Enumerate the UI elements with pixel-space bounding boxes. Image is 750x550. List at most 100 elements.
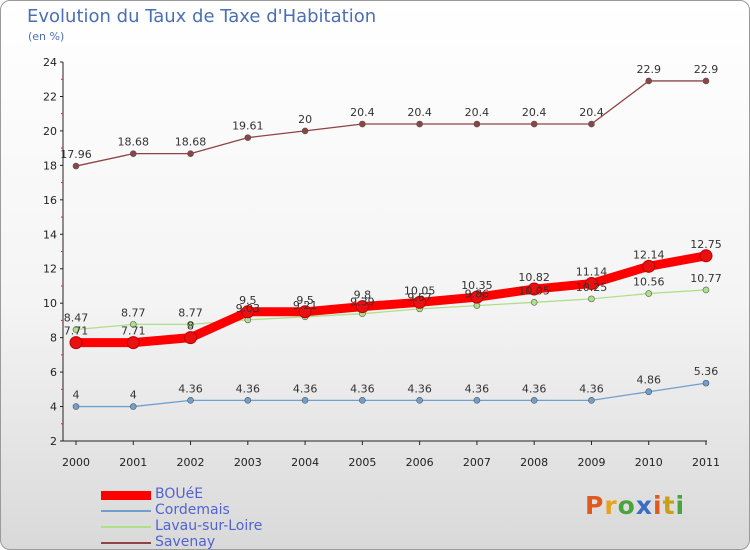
series-line-bou-e xyxy=(71,251,711,348)
y-tick-label: 6 xyxy=(50,366,57,379)
y-tick-label: 24 xyxy=(43,56,57,69)
data-point xyxy=(359,120,366,128)
data-point xyxy=(72,403,80,410)
data-point xyxy=(359,397,366,404)
chart-title: Evolution du Taux de Taxe d'Habitation xyxy=(27,6,377,27)
data-label: 20.4 xyxy=(522,106,547,119)
data-label: 4.36 xyxy=(407,382,432,395)
data-point xyxy=(244,397,252,404)
data-point xyxy=(473,397,481,404)
data-point xyxy=(702,379,710,387)
x-tick-label: 2002 xyxy=(177,456,205,469)
data-point xyxy=(473,120,481,128)
data-point xyxy=(702,286,710,294)
data-label: 10.56 xyxy=(633,276,665,289)
logo-letter: P xyxy=(585,491,605,520)
legend-swatch xyxy=(101,542,151,544)
data-point xyxy=(244,134,252,141)
data-label: 4.36 xyxy=(236,382,261,395)
data-label: 17.96 xyxy=(60,148,92,161)
legend-label: Cordemais xyxy=(155,502,230,518)
data-label: 8.47 xyxy=(64,312,89,325)
data-label: 10.25 xyxy=(576,281,608,294)
data-point xyxy=(645,290,653,297)
data-label: 20.4 xyxy=(350,106,375,119)
data-label: 9.21 xyxy=(293,299,318,312)
y-tick-label: 8 xyxy=(50,332,57,345)
data-label: 9.5 xyxy=(296,294,314,307)
data-point xyxy=(129,321,137,328)
data-label: 10.77 xyxy=(690,272,722,285)
data-point xyxy=(588,397,595,404)
data-label: 7.71 xyxy=(64,325,89,338)
logo-letter: i xyxy=(653,491,663,520)
data-label: 20.4 xyxy=(407,106,432,119)
data-point xyxy=(187,150,194,157)
data-label: 20 xyxy=(298,113,312,126)
data-label: 11.14 xyxy=(576,266,608,279)
data-label: 4.86 xyxy=(636,374,661,387)
data-label: 4.36 xyxy=(178,382,203,395)
data-label: 22.9 xyxy=(694,63,719,76)
series-line-lavau-sur-loire xyxy=(75,289,707,331)
data-label: 9.86 xyxy=(465,288,490,301)
legend-label: Savenay xyxy=(155,534,216,550)
data-label: 8.77 xyxy=(121,306,146,319)
data-point xyxy=(72,326,80,333)
data-label: 9.67 xyxy=(407,291,432,304)
x-tick-label: 2009 xyxy=(577,456,605,469)
data-label: 19.61 xyxy=(232,120,264,133)
data-point xyxy=(588,120,595,128)
data-point xyxy=(69,336,83,350)
data-point xyxy=(588,295,595,303)
logo-letter: i xyxy=(675,491,686,520)
data-label: 18.68 xyxy=(118,136,150,149)
legend-label: Lavau-sur-Loire xyxy=(155,518,263,534)
data-point xyxy=(129,150,137,157)
data-point xyxy=(301,127,309,135)
data-label: 12.75 xyxy=(690,238,722,251)
data-point xyxy=(355,300,369,314)
data-label: 9.8 xyxy=(354,289,372,302)
data-label: 22.9 xyxy=(636,63,661,76)
data-label: 12.14 xyxy=(633,248,665,261)
data-point xyxy=(584,277,598,291)
y-tick-label: 12 xyxy=(43,263,57,276)
data-point xyxy=(645,77,653,85)
data-point xyxy=(530,120,538,128)
y-tick-label: 18 xyxy=(43,159,57,172)
series-line-cordemais xyxy=(75,382,707,408)
y-tick-label: 10 xyxy=(43,297,57,310)
series-layer xyxy=(69,77,713,410)
x-tick-label: 2003 xyxy=(234,456,262,469)
logo-letter: r xyxy=(604,491,618,520)
data-label: 8.77 xyxy=(178,306,203,319)
data-label: 4.36 xyxy=(465,382,490,395)
data-label: 9.39 xyxy=(350,296,375,309)
data-label: 7.71 xyxy=(121,325,146,338)
x-tick-label: 2000 xyxy=(62,456,90,469)
data-point xyxy=(527,282,541,296)
data-label: 4.36 xyxy=(293,382,318,395)
data-label: 20.4 xyxy=(579,106,604,119)
data-labels-layer: 17.96 18.68 18.68 19.61 20 20.4 20.4 20.4 20.4 20… xyxy=(60,63,722,402)
data-label: 10.05 xyxy=(518,284,550,297)
x-tick-label: 2008 xyxy=(520,456,548,469)
data-label: 10.05 xyxy=(404,284,436,297)
data-point xyxy=(187,321,194,328)
data-point xyxy=(416,120,423,128)
proxiti-logo: Proxiti xyxy=(585,491,685,520)
x-tick-label: 2010 xyxy=(635,456,663,469)
data-point xyxy=(470,290,484,304)
legend-swatch xyxy=(101,490,151,500)
data-point xyxy=(699,249,713,263)
y-tick-label: 14 xyxy=(43,228,57,241)
data-point xyxy=(702,77,710,85)
data-label: 20.4 xyxy=(465,106,490,119)
x-tick-label: 2004 xyxy=(291,456,319,469)
legend-label: BOUéE xyxy=(155,486,204,502)
data-label: 9.5 xyxy=(239,294,257,307)
